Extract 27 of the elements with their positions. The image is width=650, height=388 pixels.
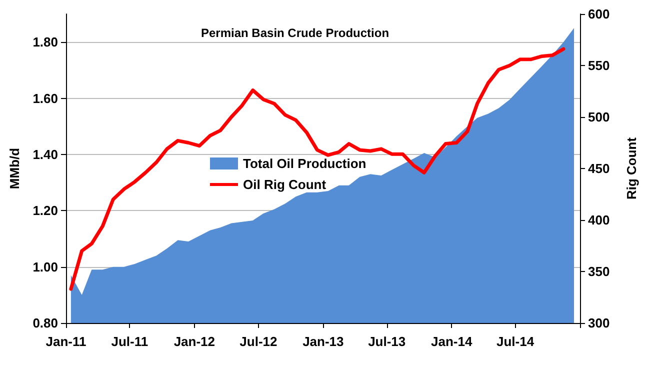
x-tick-label: Jul-13 [368,334,406,349]
y-tick-label: 0.80 [32,316,58,330]
y2-tick-label: 400 [588,212,610,228]
x-tick-label: Jul-11 [111,334,148,349]
x-tick-label: Jul-14 [496,334,535,349]
y-axis-title: MMb/d [7,148,22,190]
y-tick-label: 1.80 [32,34,58,50]
y-tick-label: 1.20 [32,203,58,218]
y2-tick-label: 500 [588,110,610,124]
y-tick-label: 1.60 [32,90,58,106]
legend-label: Oil Rig Count [243,177,327,192]
y-tick-label: 1.40 [32,146,58,162]
x-tick-label: Jan-11 [46,334,86,349]
x-tick-label: Jul-12 [240,334,278,349]
line-series [69,47,566,291]
x-tick-label: Jan-13 [302,334,344,349]
y2-axis-title: Rig Count [624,136,639,200]
x-tick-label: Jan-14 [430,334,473,349]
y2-tick-label: 450 [588,161,610,176]
x-tick-label: Jan-12 [174,334,216,349]
y2-tick-label: 350 [588,264,610,279]
y2-tick-label: 300 [588,316,610,330]
y2-tick-label: 550 [588,58,610,73]
y2-tick-label: 600 [588,6,610,22]
text: Permian Basin Crude Production [200,26,390,40]
legend-label: Total Oil Production [243,156,366,171]
y-tick-label: 1.00 [32,259,58,274]
